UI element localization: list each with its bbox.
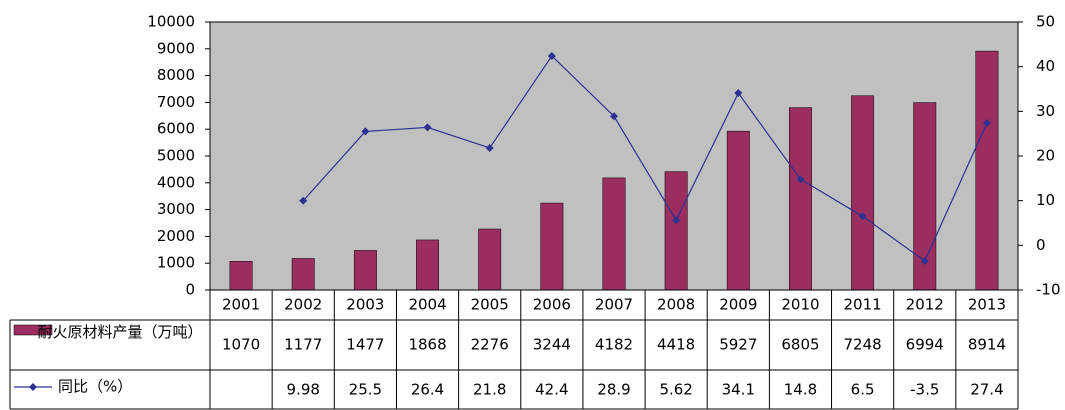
table-cell: 42.4 [535,381,568,399]
x-tick-label: 2010 [781,296,819,314]
y2-tick-label: 20 [1036,147,1055,165]
table-cell: 21.8 [473,381,506,399]
table-cell: 1477 [346,336,384,354]
table-cell: 25.5 [349,381,382,399]
legend-swatch [13,324,53,336]
line-marker [672,216,681,225]
legend-label-box: 耐火原材料产量（万吨） [37,323,203,341]
y-tick-label: 6000 [157,120,195,138]
line-marker [982,118,991,127]
line-marker [485,143,494,152]
bar [975,50,999,291]
table-cell: 2276 [471,336,509,354]
y2-tick-label: 10 [1036,191,1055,209]
x-tick-label: 2005 [471,296,509,314]
y-tick-label: 7000 [157,93,195,111]
line-marker [858,212,867,221]
table-cell: 27.4 [970,381,1003,399]
line [302,55,988,262]
x-tick-label: 2003 [346,296,384,314]
x-tick-label: 2007 [595,296,633,314]
bar [353,250,377,291]
bar [726,130,750,291]
x-tick-label: 2009 [719,296,757,314]
y2-tick-label: -10 [1036,281,1061,299]
line-marker [299,196,308,205]
table-cell: 1177 [284,336,322,354]
bar [478,228,502,291]
x-tick-label: 2008 [657,296,695,314]
table-cell: 7248 [844,336,882,354]
table-cell: 14.8 [784,381,817,399]
line-marker [361,127,370,136]
table-cell: 34.1 [722,381,755,399]
y-tick-label: 4000 [157,173,195,191]
x-tick-label: 2012 [906,296,944,314]
y-tick-label: 2000 [157,227,195,245]
y2-tick-label: 0 [1036,236,1046,254]
table-cell: 28.9 [597,381,630,399]
x-tick-label: 2004 [408,296,446,314]
table-cell: 6805 [781,336,819,354]
y-tick-label: 0 [185,281,195,299]
table-cell: 6.5 [851,381,875,399]
table-cell: 9.98 [287,381,320,399]
bar [229,261,253,291]
table-cell: 6994 [906,336,944,354]
x-tick-label: 2013 [968,296,1006,314]
y-tick-label: 5000 [157,147,195,165]
y-tick-label: 3000 [157,200,195,218]
bar [602,177,626,291]
table-cell: 26.4 [411,381,444,399]
y-tick-label: 8000 [157,66,195,84]
legend-marker [29,383,37,391]
line-marker [423,123,432,132]
line-marker [547,51,556,60]
legend-label: 耐火原材料产量（万吨） [37,323,203,341]
bar [540,202,564,291]
line-marker [734,89,743,98]
table-cell: 4182 [595,336,633,354]
y-tick-label: 1000 [157,254,195,272]
table-cell: 1070 [222,336,260,354]
table-cell: 5927 [719,336,757,354]
table-cell: 8914 [968,336,1006,354]
x-tick-label: 2006 [533,296,571,314]
table-cell: 4418 [657,336,695,354]
table-cell: 3244 [533,336,571,354]
table-cell: -3.5 [910,381,939,399]
x-tick-label: 2001 [222,296,260,314]
bar [664,171,688,291]
legend-label: 同比（%） [58,378,132,396]
x-tick-label: 2011 [844,296,882,314]
table-cell: 5.62 [659,381,692,399]
line-marker [610,112,618,121]
y2-tick-label: 30 [1036,102,1055,120]
bar [851,95,875,291]
bar [291,258,315,291]
y2-tick-label: 50 [1036,13,1055,31]
table-cell: 1868 [408,336,446,354]
line-marker [796,175,805,184]
x-tick-label: 2002 [284,296,322,314]
line-marker [920,256,929,265]
y2-tick-label: 40 [1036,57,1055,75]
bar [789,107,812,291]
bar [416,239,439,291]
y-tick-label: 9000 [157,39,195,57]
y-tick-label: 10000 [147,13,195,31]
